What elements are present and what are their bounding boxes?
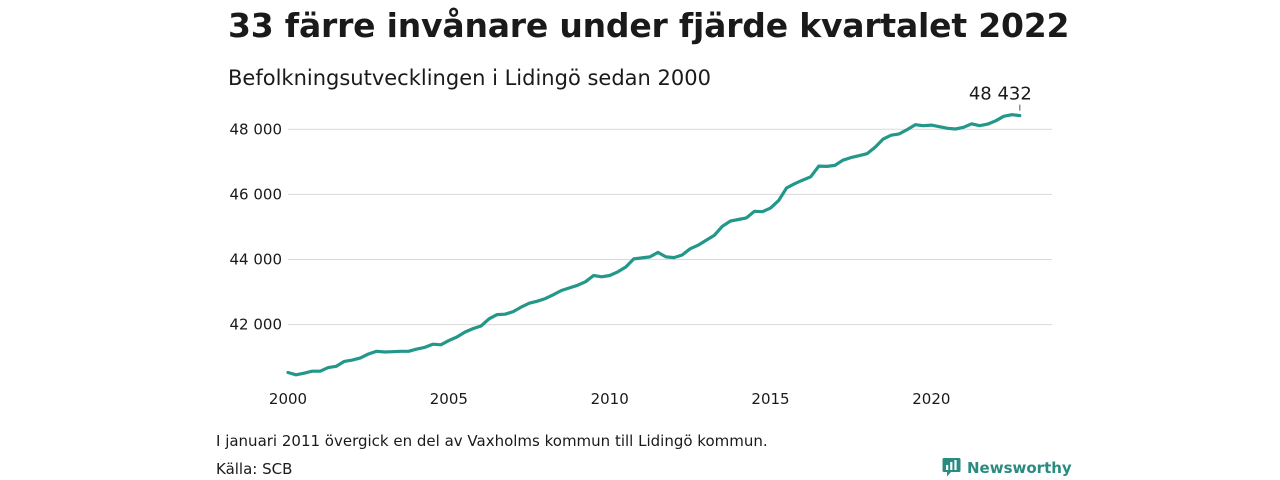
x-tick-label: 2005 [430,390,468,408]
chart-title: 33 färre invånare under fjärde kvartalet… [228,6,1070,45]
x-tick-label: 2010 [591,390,629,408]
y-tick-label: 42 000 [230,316,283,334]
x-axis-ticks: 2000 2005 2010 2015 2020 [269,390,951,408]
brand-logo[interactable]: Newsworthy [942,457,1072,478]
series-layer [286,113,1022,377]
newsworthy-logo-icon [942,458,961,477]
x-tick-label: 2000 [269,390,307,408]
x-tick-label: 2020 [912,390,950,408]
line-chart: 42 000 44 000 46 000 48 000 2000 2005 2010 201… [230,84,1052,408]
chart-subtitle: Befolkningsutvecklingen i Lidingö sedan … [228,66,711,90]
population-line [286,113,1022,377]
brand-name: Newsworthy [967,458,1072,477]
annotation-layer: 48 432 [969,84,1032,111]
x-tick-label: 2015 [751,390,789,408]
last-value-label: 48 432 [969,84,1032,105]
y-tick-label: 48 000 [230,120,283,138]
y-tick-label: 44 000 [230,251,283,269]
footnote: I januari 2011 övergick en del av Vaxhol… [216,432,768,450]
y-tick-label: 46 000 [230,185,283,203]
source-credit: Källa: SCB [216,460,293,478]
y-axis-ticks: 42 000 44 000 46 000 48 000 [230,120,283,333]
gridlines [288,128,1052,326]
